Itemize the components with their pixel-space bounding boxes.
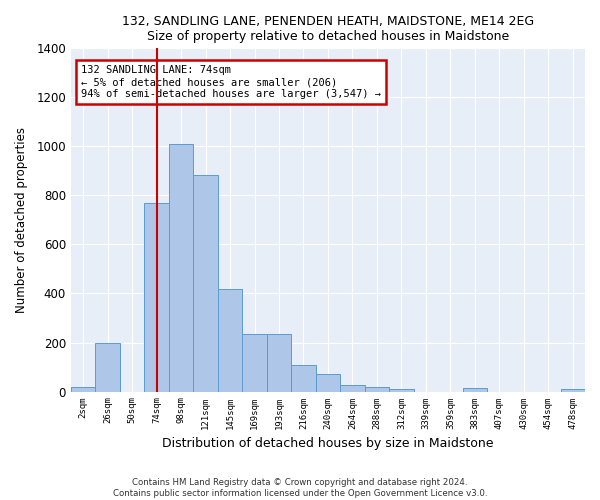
Bar (389, 389, 413, 392)
Bar (145, 203, 169, 392)
Title: 132, SANDLING LANE, PENENDEN HEATH, MAIDSTONE, ME14 2EG
Size of property relativ: 132, SANDLING LANE, PENENDEN HEATH, MAID… (122, 15, 534, 43)
Bar (95, 342, 120, 392)
Bar (291, 364, 316, 392)
Bar (242, 334, 267, 392)
Bar (365, 386, 389, 392)
X-axis label: Distribution of detached houses by size in Maidstone: Distribution of detached houses by size … (162, 437, 494, 450)
Text: 132 SANDLING LANE: 74sqm
← 5% of detached houses are smaller (206)
94% of semi-d: 132 SANDLING LANE: 74sqm ← 5% of detache… (81, 66, 381, 98)
Bar (193, 174, 218, 392)
Bar (463, 388, 487, 392)
Bar (169, 144, 193, 392)
Bar (316, 374, 340, 392)
Bar (218, 288, 242, 392)
Bar (267, 334, 291, 392)
Text: Contains HM Land Registry data © Crown copyright and database right 2024.
Contai: Contains HM Land Registry data © Crown c… (113, 478, 487, 498)
Y-axis label: Number of detached properties: Number of detached properties (15, 127, 28, 313)
Bar (340, 386, 365, 392)
Bar (71, 386, 95, 392)
Bar (560, 389, 585, 392)
